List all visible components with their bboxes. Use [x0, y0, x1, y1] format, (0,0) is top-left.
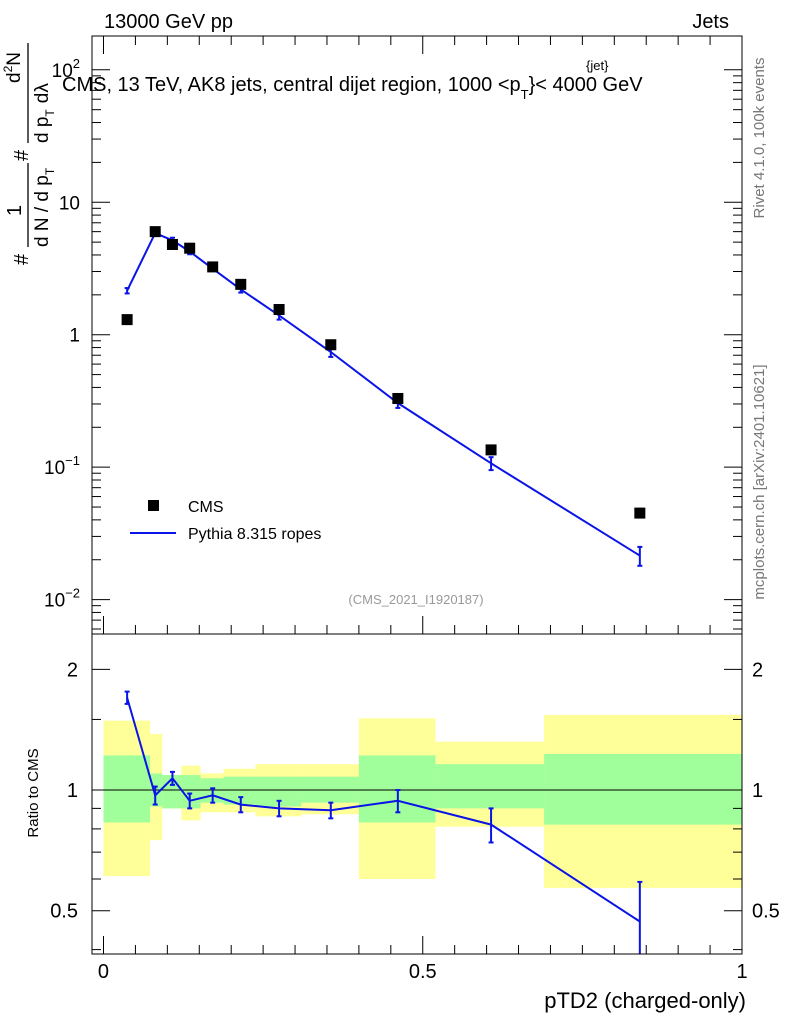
ratio-mc-series	[124, 690, 643, 954]
ylabel-d2N: d2N	[1, 52, 25, 83]
ratio-axis-ticks	[92, 668, 743, 954]
ratio-inner-band	[544, 753, 742, 825]
main-y-tick-label: 10−2	[44, 586, 80, 612]
header-left: 13000 GeV pp	[104, 11, 233, 33]
ratio-y-axis-label: Ratio to CMS	[25, 748, 42, 837]
ratio-uncertainty-bands	[103, 714, 742, 888]
data-point	[325, 339, 337, 351]
main-axis-ticks	[92, 36, 743, 634]
legend-mc-label: Pythia 8.315 ropes	[188, 526, 321, 543]
plot-title-main: CMS, 13 TeV, AK8 jets, central dijet reg…	[62, 74, 521, 96]
rivet-label: Rivet 4.1.0, 100k events	[751, 58, 768, 219]
main-y-tick-label: 10	[59, 193, 80, 214]
legend-data-marker	[148, 500, 159, 511]
ratio-y-tick-label-left: 2	[67, 659, 78, 681]
ratio-x-tick-label: 0.5	[409, 961, 437, 983]
ylabel-hash1: #	[11, 253, 33, 265]
ratio-plot-panel: 0.5 0.51 12 2 0 0.5 1	[50, 633, 780, 983]
plot-title: CMS, 13 TeV, AK8 jets, central dijet reg…	[62, 74, 643, 102]
legend-data-label: CMS	[188, 499, 224, 516]
ratio-x-tick-labels: 0 0.5 1	[98, 961, 748, 983]
ratio-inner-band	[181, 775, 201, 809]
header-right: Jets	[692, 11, 729, 33]
data-point	[149, 226, 161, 238]
analysis-id: (CMS_2021_I1920187)	[348, 592, 483, 607]
x-axis-label: pTD2 (charged-only)	[544, 988, 746, 1013]
plot-title-sub: T	[521, 87, 529, 102]
ratio-inner-band	[103, 755, 151, 823]
ratio-y-tick-label-left: 0.5	[50, 901, 78, 923]
data-point	[485, 444, 497, 456]
ratio-x-tick-label: 1	[736, 961, 747, 983]
data-point	[392, 392, 404, 404]
data-point	[166, 238, 178, 250]
ylabel-one: 1	[4, 205, 26, 216]
ratio-x-tick-label: 0	[98, 961, 109, 983]
data-point	[235, 278, 247, 290]
legend: CMS Pythia 8.315 ropes	[130, 499, 321, 543]
plot-title-tail: }< 4000 GeV	[529, 74, 644, 96]
ratio-inner-band	[435, 764, 545, 809]
ratio-plot-frame	[91, 633, 743, 955]
data-point	[634, 507, 646, 519]
main-plot-frame	[91, 35, 743, 635]
main-y-tick-label: 102	[52, 56, 80, 82]
plot-title-sup: {jet}	[586, 58, 609, 73]
ylabel-hash2: #	[11, 149, 33, 161]
main-y-tick-label: 1	[69, 326, 80, 347]
data-point	[273, 304, 285, 316]
mcplots-label: mcplots.cern.ch [arXiv:2401.10621]	[751, 364, 768, 599]
ylabel-dN: d N / d pT	[32, 167, 57, 247]
main-y-tick-labels: 10−2 10−1 1 10 102	[44, 56, 80, 612]
ratio-y-tick-labels: 0.5 0.5 1 1 2 2	[50, 659, 780, 922]
ylabel-dp-dlambda: d pTdλ	[32, 83, 57, 143]
ratio-y-tick-label-right: 0.5	[752, 901, 780, 923]
main-y-axis-label: # 1 d N / d pT # d2N d pTdλ	[1, 43, 57, 265]
ratio-y-tick-label-right: 2	[752, 659, 763, 681]
data-point	[184, 242, 196, 254]
main-plot-panel: 10−2 10−1 1 10 102	[44, 35, 743, 635]
main-y-tick-label: 10−1	[44, 453, 80, 479]
data-point	[207, 261, 219, 273]
data-series	[121, 226, 646, 519]
data-point	[121, 314, 133, 326]
ratio-y-tick-label-left: 1	[67, 780, 78, 802]
ratio-y-tick-label-right: 1	[752, 780, 763, 802]
